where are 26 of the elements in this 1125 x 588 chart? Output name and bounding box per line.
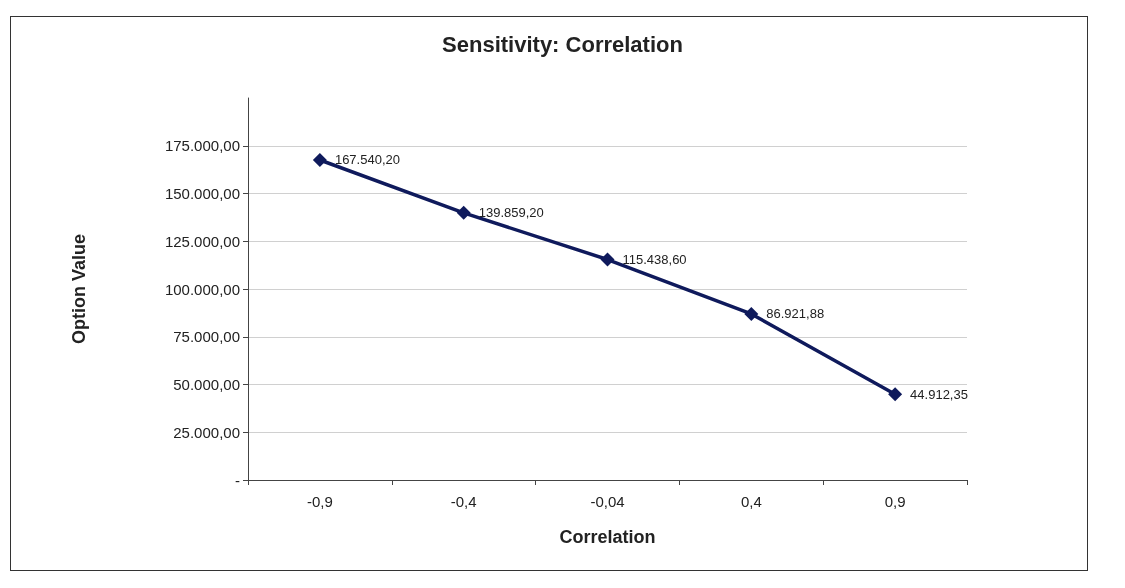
y-tick-label: - [235, 471, 240, 489]
y-tick-label: 75.000,00 [173, 328, 240, 346]
x-tick-label: -0,04 [590, 493, 625, 510]
y-tick-label: 100.000,00 [164, 280, 240, 298]
y-axis-title: Option Value [69, 233, 89, 345]
point [744, 306, 759, 321]
x-tick-label: 0,4 [740, 493, 762, 510]
data-label: 167.540,20 [334, 152, 400, 168]
x-tick-label: -0,9 [306, 493, 333, 510]
data-label: 139.859,20 [478, 205, 544, 221]
y-tick-label: 50.000,00 [173, 376, 240, 393]
data-label: 44.912,35 [910, 386, 968, 402]
point [312, 153, 327, 167]
y-tick-label: 175.000,00 [164, 137, 240, 155]
chart-title: Sensitivity: Correlation [442, 31, 683, 57]
y-tick-label: 125.000,00 [164, 232, 240, 250]
point [456, 205, 471, 220]
x-tick-label: -0,4 [450, 493, 477, 510]
y-tick-label: 150.000,00 [164, 185, 240, 202]
point [888, 387, 903, 402]
x-axis-title: Correlation [559, 527, 656, 547]
x-tick-label: 0,9 [884, 493, 906, 510]
data-label: 115.438,60 [622, 252, 687, 268]
y-tick-label: 25.000,00 [173, 423, 240, 441]
point [600, 252, 615, 267]
data-label: 86.921,88 [766, 306, 825, 322]
